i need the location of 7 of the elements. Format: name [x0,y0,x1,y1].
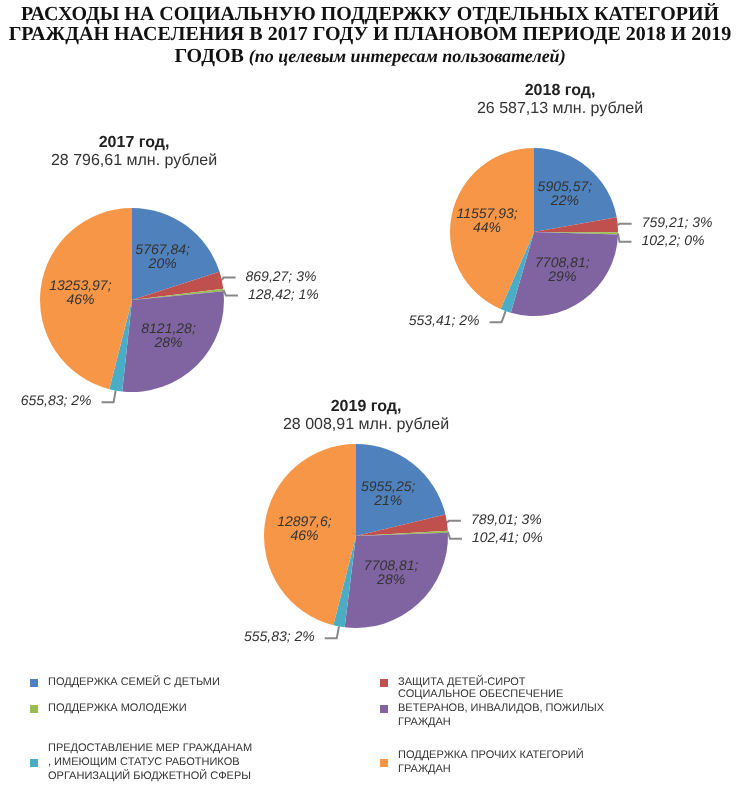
chart-subtitle: 28 008,91 млн. рублей [282,415,450,433]
chart-title: 2018 год, [524,81,596,99]
chart-title: 2019 год, [330,397,402,415]
chart-subtitle: 26 587,13 млн. рублей [476,99,644,117]
text: (по целевым интересам пользователей) [248,46,566,66]
chart-title: 2017 год, [98,133,170,151]
chart-subtitle: 28 796,61 млн. рублей [50,151,218,169]
